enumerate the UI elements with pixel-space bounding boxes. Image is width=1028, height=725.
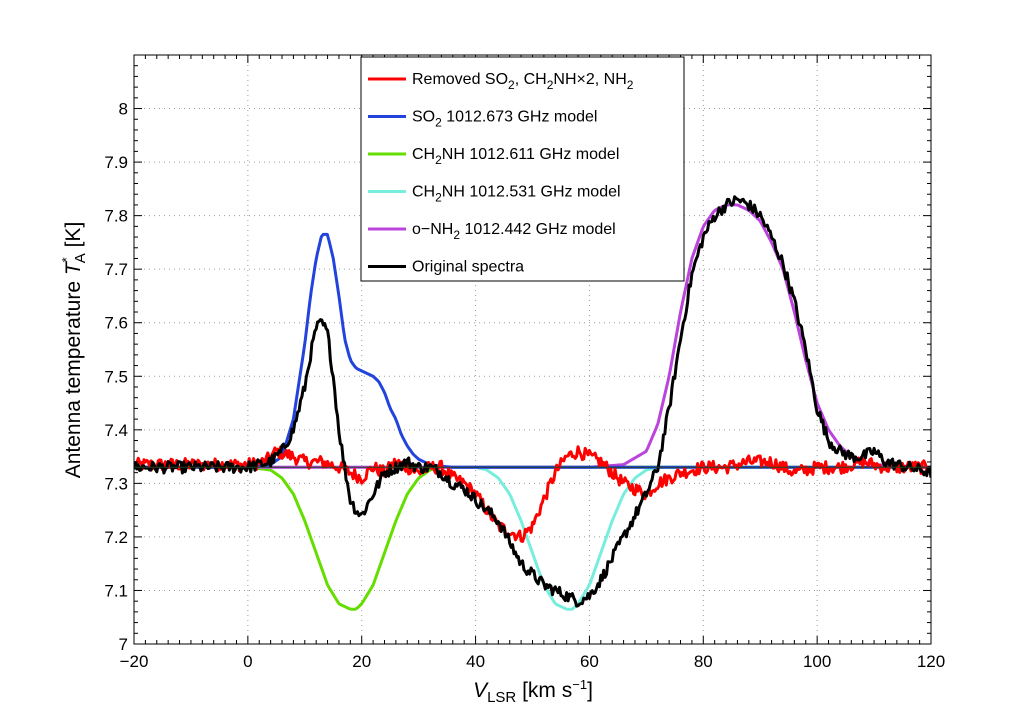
x-tick-label: 100 xyxy=(803,652,831,671)
x-axis-title-close: ] xyxy=(587,679,593,702)
y-tick-label: 7.7 xyxy=(104,260,128,279)
legend-label: SO2 1012.673 GHz model xyxy=(412,109,597,130)
legend-box xyxy=(360,56,685,282)
legend-label: Removed SO2, CH2NH×2, NH2 xyxy=(412,71,634,92)
y-axis-title-pre: Antenna temperature xyxy=(62,275,85,478)
x-tick-label: 80 xyxy=(694,652,713,671)
legend-label: CH2NH 1012.611 GHz model xyxy=(412,146,619,167)
x-axis-title-main: V xyxy=(473,679,489,702)
y-tick-label: 7.8 xyxy=(104,207,128,226)
y-tick-label: 7.5 xyxy=(104,367,128,386)
plot-area xyxy=(134,195,931,611)
y-tick-labels: 7 7.1 7.2 7.3 7.4 7.5 7.6 7.7 7.8 7.9 8 xyxy=(104,100,128,654)
y-tick-label: 7 xyxy=(119,635,128,654)
legend: Removed SO2, CH2NH×2, NH2 SO2 1012.673 GH… xyxy=(360,56,685,282)
y-axis-title-sup: * xyxy=(59,257,74,262)
y-axis-title-unit: [K] xyxy=(62,222,85,254)
x-tick-label: 0 xyxy=(243,652,252,671)
x-tick-labels: −20 0 20 40 60 80 100 120 xyxy=(120,652,946,671)
y-axis-title: Antenna temperature T*A [K] xyxy=(59,222,89,479)
legend-label: CH2NH 1012.531 GHz model xyxy=(412,184,621,205)
y-tick-label: 7.3 xyxy=(104,474,128,493)
y-tick-label: 7.9 xyxy=(104,153,128,172)
y-tick-label: 7.6 xyxy=(104,314,128,333)
y-tick-label: 7.4 xyxy=(104,421,128,440)
x-tick-label: 60 xyxy=(580,652,599,671)
y-tick-label: 8 xyxy=(119,100,128,119)
x-tick-label: −20 xyxy=(120,652,149,671)
x-axis-title: VLSR [km s−1] xyxy=(473,677,593,706)
x-tick-label: 40 xyxy=(466,652,485,671)
x-tick-label: 120 xyxy=(917,652,945,671)
series-line-5 xyxy=(134,195,931,608)
y-axis-title-sub: A xyxy=(72,253,89,263)
x-axis-title-unit: [km s xyxy=(516,679,572,702)
x-axis-title-sup: −1 xyxy=(572,677,587,692)
y-tick-label: 7.2 xyxy=(104,528,128,547)
legend-label: Original spectra xyxy=(412,259,524,276)
series-group xyxy=(134,195,931,611)
series-line-0 xyxy=(134,445,931,543)
grid-lines xyxy=(134,55,931,644)
x-axis-title-sub: LSR xyxy=(487,689,516,706)
x-tick-label: 20 xyxy=(352,652,371,671)
y-tick-label: 7.1 xyxy=(104,581,128,600)
y-axis-title-main: T xyxy=(62,260,85,275)
legend-label: o−NH2 1012.442 GHz model xyxy=(412,221,616,242)
